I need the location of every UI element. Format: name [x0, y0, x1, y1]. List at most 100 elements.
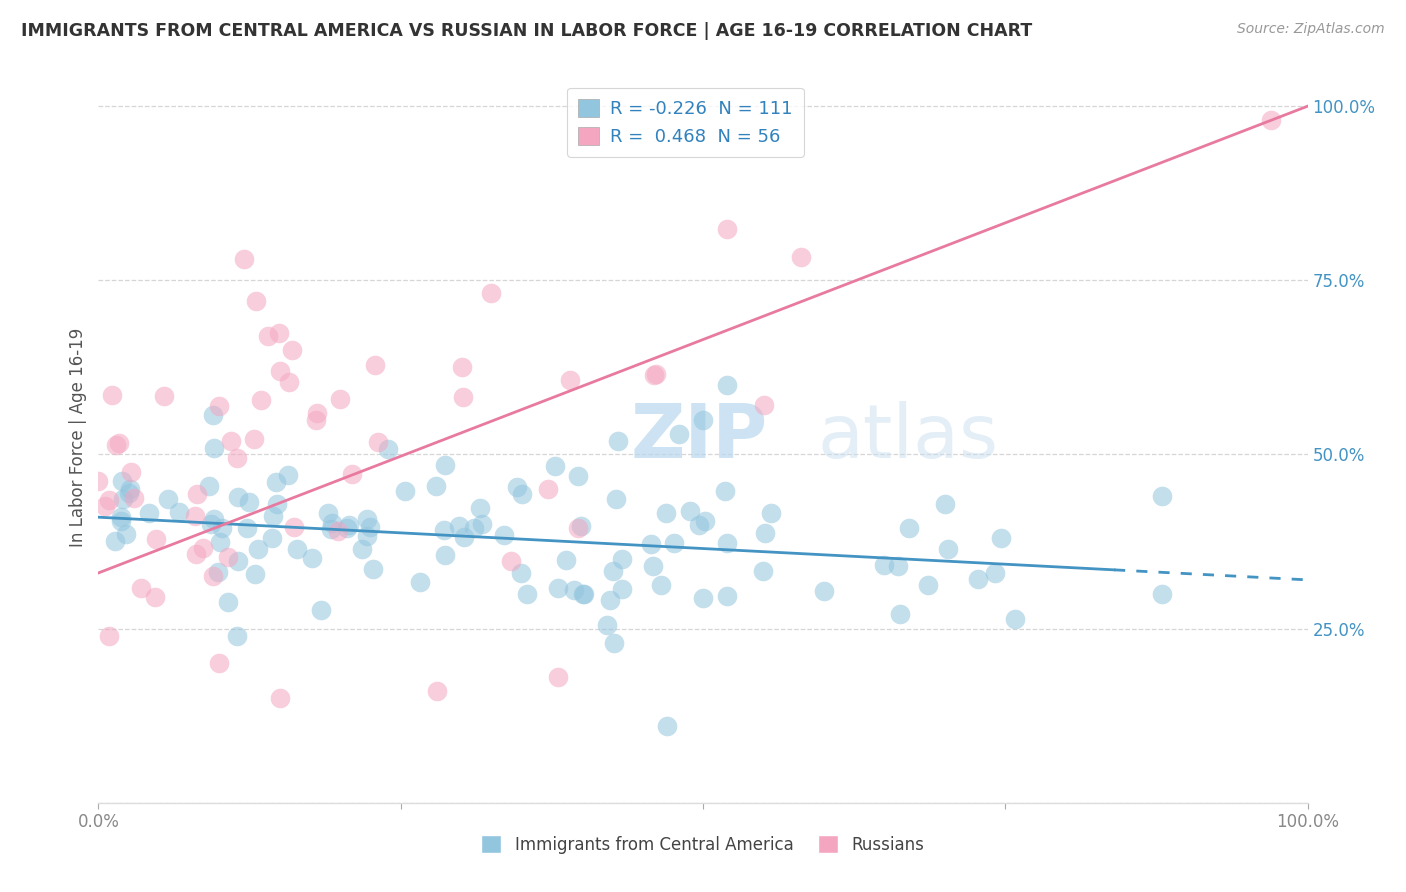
Point: [337, 518, 360, 533]
Point: [471, 516, 494, 531]
Point: [547, 582, 569, 596]
Text: atlas: atlas: [818, 401, 998, 474]
Point: [610, 552, 633, 566]
Point: [716, 589, 738, 603]
Point: [790, 250, 813, 264]
Point: [266, 497, 288, 511]
Point: [309, 602, 332, 616]
Point: [211, 521, 233, 535]
Point: [118, 482, 141, 496]
Point: [225, 451, 247, 466]
Point: [544, 458, 567, 473]
Point: [236, 521, 259, 535]
Point: [644, 367, 666, 381]
Point: [305, 412, 328, 426]
Point: [984, 566, 1007, 580]
Point: [610, 582, 633, 596]
Point: [494, 528, 516, 542]
Point: [1260, 113, 1282, 128]
Point: [98, 492, 121, 507]
Point: [129, 582, 152, 596]
Point: [409, 574, 432, 589]
Point: [201, 569, 224, 583]
Point: [281, 343, 304, 357]
Point: [115, 527, 138, 541]
Point: [1152, 586, 1174, 600]
Point: [246, 541, 269, 556]
Point: [143, 591, 166, 605]
Point: [692, 591, 714, 605]
Point: [451, 360, 474, 375]
Point: [887, 558, 910, 573]
Text: Source: ZipAtlas.com: Source: ZipAtlas.com: [1237, 22, 1385, 37]
Point: [567, 521, 589, 535]
Point: [184, 509, 207, 524]
Point: [567, 469, 589, 483]
Point: [468, 500, 491, 515]
Point: [967, 572, 990, 586]
Point: [217, 595, 239, 609]
Point: [425, 479, 447, 493]
Point: [250, 392, 273, 407]
Point: [463, 521, 485, 535]
Point: [285, 541, 308, 556]
Point: [232, 252, 254, 267]
Point: [434, 548, 457, 562]
Point: [679, 504, 702, 518]
Point: [537, 482, 560, 496]
Point: [451, 390, 474, 404]
Point: [640, 537, 662, 551]
Point: [198, 479, 221, 493]
Point: [202, 441, 225, 455]
Point: [108, 435, 131, 450]
Point: [329, 392, 352, 406]
Point: [97, 629, 120, 643]
Point: [105, 438, 128, 452]
Point: [716, 377, 738, 392]
Point: [307, 406, 329, 420]
Point: [1152, 489, 1174, 503]
Point: [361, 562, 384, 576]
Point: [873, 558, 896, 572]
Point: [643, 368, 665, 382]
Point: [499, 554, 522, 568]
Point: [605, 491, 627, 506]
Point: [889, 607, 911, 621]
Legend: Immigrants from Central America, Russians: Immigrants from Central America, Russian…: [475, 829, 931, 860]
Point: [562, 583, 585, 598]
Point: [603, 636, 626, 650]
Point: [209, 534, 232, 549]
Point: [226, 553, 249, 567]
Point: [607, 434, 630, 448]
Point: [572, 586, 595, 600]
Point: [447, 519, 470, 533]
Point: [277, 468, 299, 483]
Point: [269, 364, 291, 378]
Point: [226, 491, 249, 505]
Point: [917, 578, 939, 592]
Point: [138, 507, 160, 521]
Point: [356, 529, 378, 543]
Point: [245, 294, 267, 309]
Point: [596, 617, 619, 632]
Point: [277, 375, 299, 389]
Point: [572, 587, 595, 601]
Point: [716, 222, 738, 236]
Point: [650, 578, 672, 592]
Point: [111, 475, 134, 489]
Point: [124, 491, 146, 506]
Point: [319, 522, 342, 536]
Point: [569, 519, 592, 533]
Point: [336, 521, 359, 535]
Point: [101, 388, 124, 402]
Text: ZIP: ZIP: [630, 401, 768, 474]
Point: [936, 541, 959, 556]
Y-axis label: In Labor Force | Age 16-19: In Labor Force | Age 16-19: [69, 327, 87, 547]
Point: [693, 514, 716, 528]
Point: [208, 399, 231, 413]
Point: [510, 566, 533, 580]
Point: [202, 511, 225, 525]
Point: [225, 628, 247, 642]
Point: [238, 495, 260, 509]
Point: [186, 487, 208, 501]
